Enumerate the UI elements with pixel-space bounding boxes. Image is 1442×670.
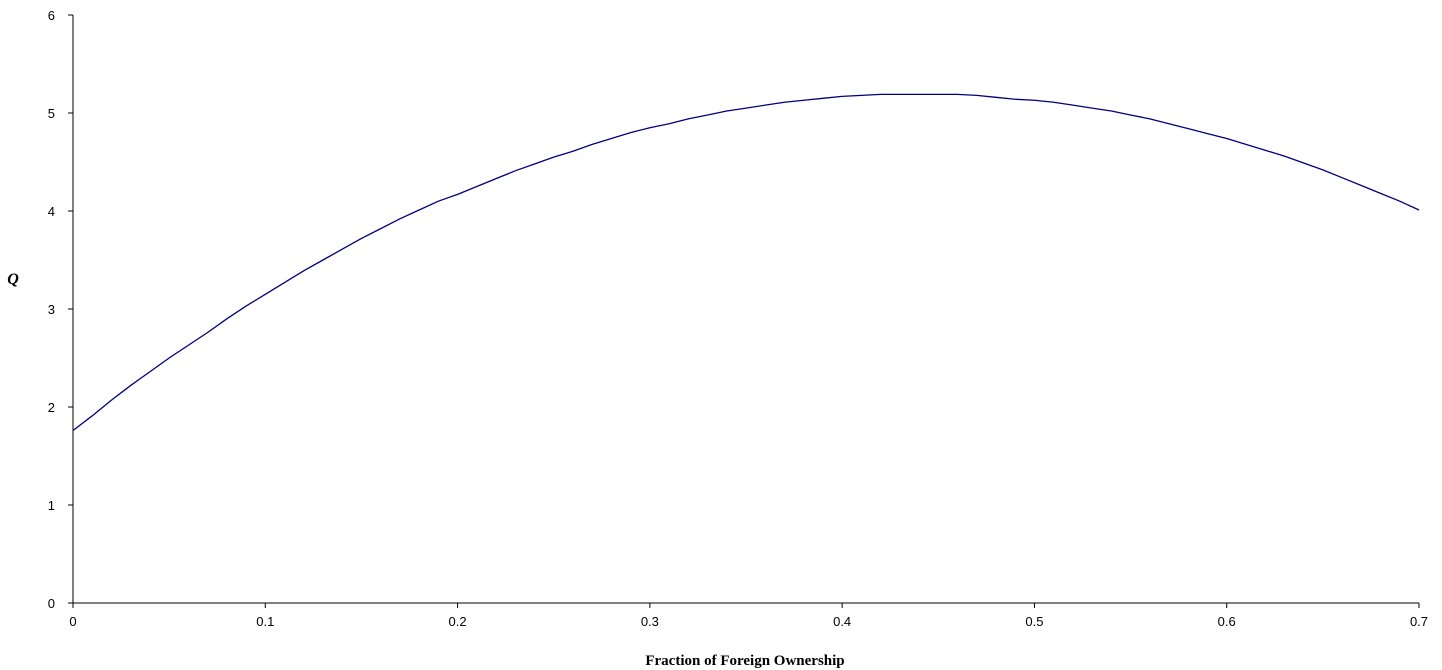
- x-tick-label: 0: [69, 614, 76, 629]
- x-tick-labels: 0 0.1 0.2 0.3 0.4 0.5 0.6 0.7: [69, 614, 1428, 629]
- series-line: [72, 93, 1420, 432]
- x-tick-label: 0.3: [641, 614, 659, 629]
- series-layer: [72, 93, 1420, 432]
- axes: [72, 15, 1419, 604]
- y-tick-labels: 0 1 2 3 4 5 6: [48, 8, 55, 611]
- y-tick-label: 1: [48, 498, 55, 513]
- x-tick-label: 0.1: [256, 614, 274, 629]
- y-tick-label: 4: [48, 204, 55, 219]
- y-tick-label: 2: [48, 400, 55, 415]
- y-tick-label: 0: [48, 596, 55, 611]
- y-tick-label: 6: [48, 8, 55, 23]
- x-tick-label: 0.7: [1410, 614, 1428, 629]
- x-tick-label: 0.2: [449, 614, 467, 629]
- x-tick-label: 0.6: [1218, 614, 1236, 629]
- x-tick-label: 0.4: [833, 614, 851, 629]
- x-tick-label: 0.5: [1025, 614, 1043, 629]
- y-tick-label: 5: [48, 106, 55, 121]
- tick-marks: [68, 14, 1420, 608]
- x-axis-label: Fraction of Foreign Ownership: [645, 653, 844, 669]
- y-axis-label: Q: [7, 271, 19, 288]
- y-tick-label: 3: [48, 302, 55, 317]
